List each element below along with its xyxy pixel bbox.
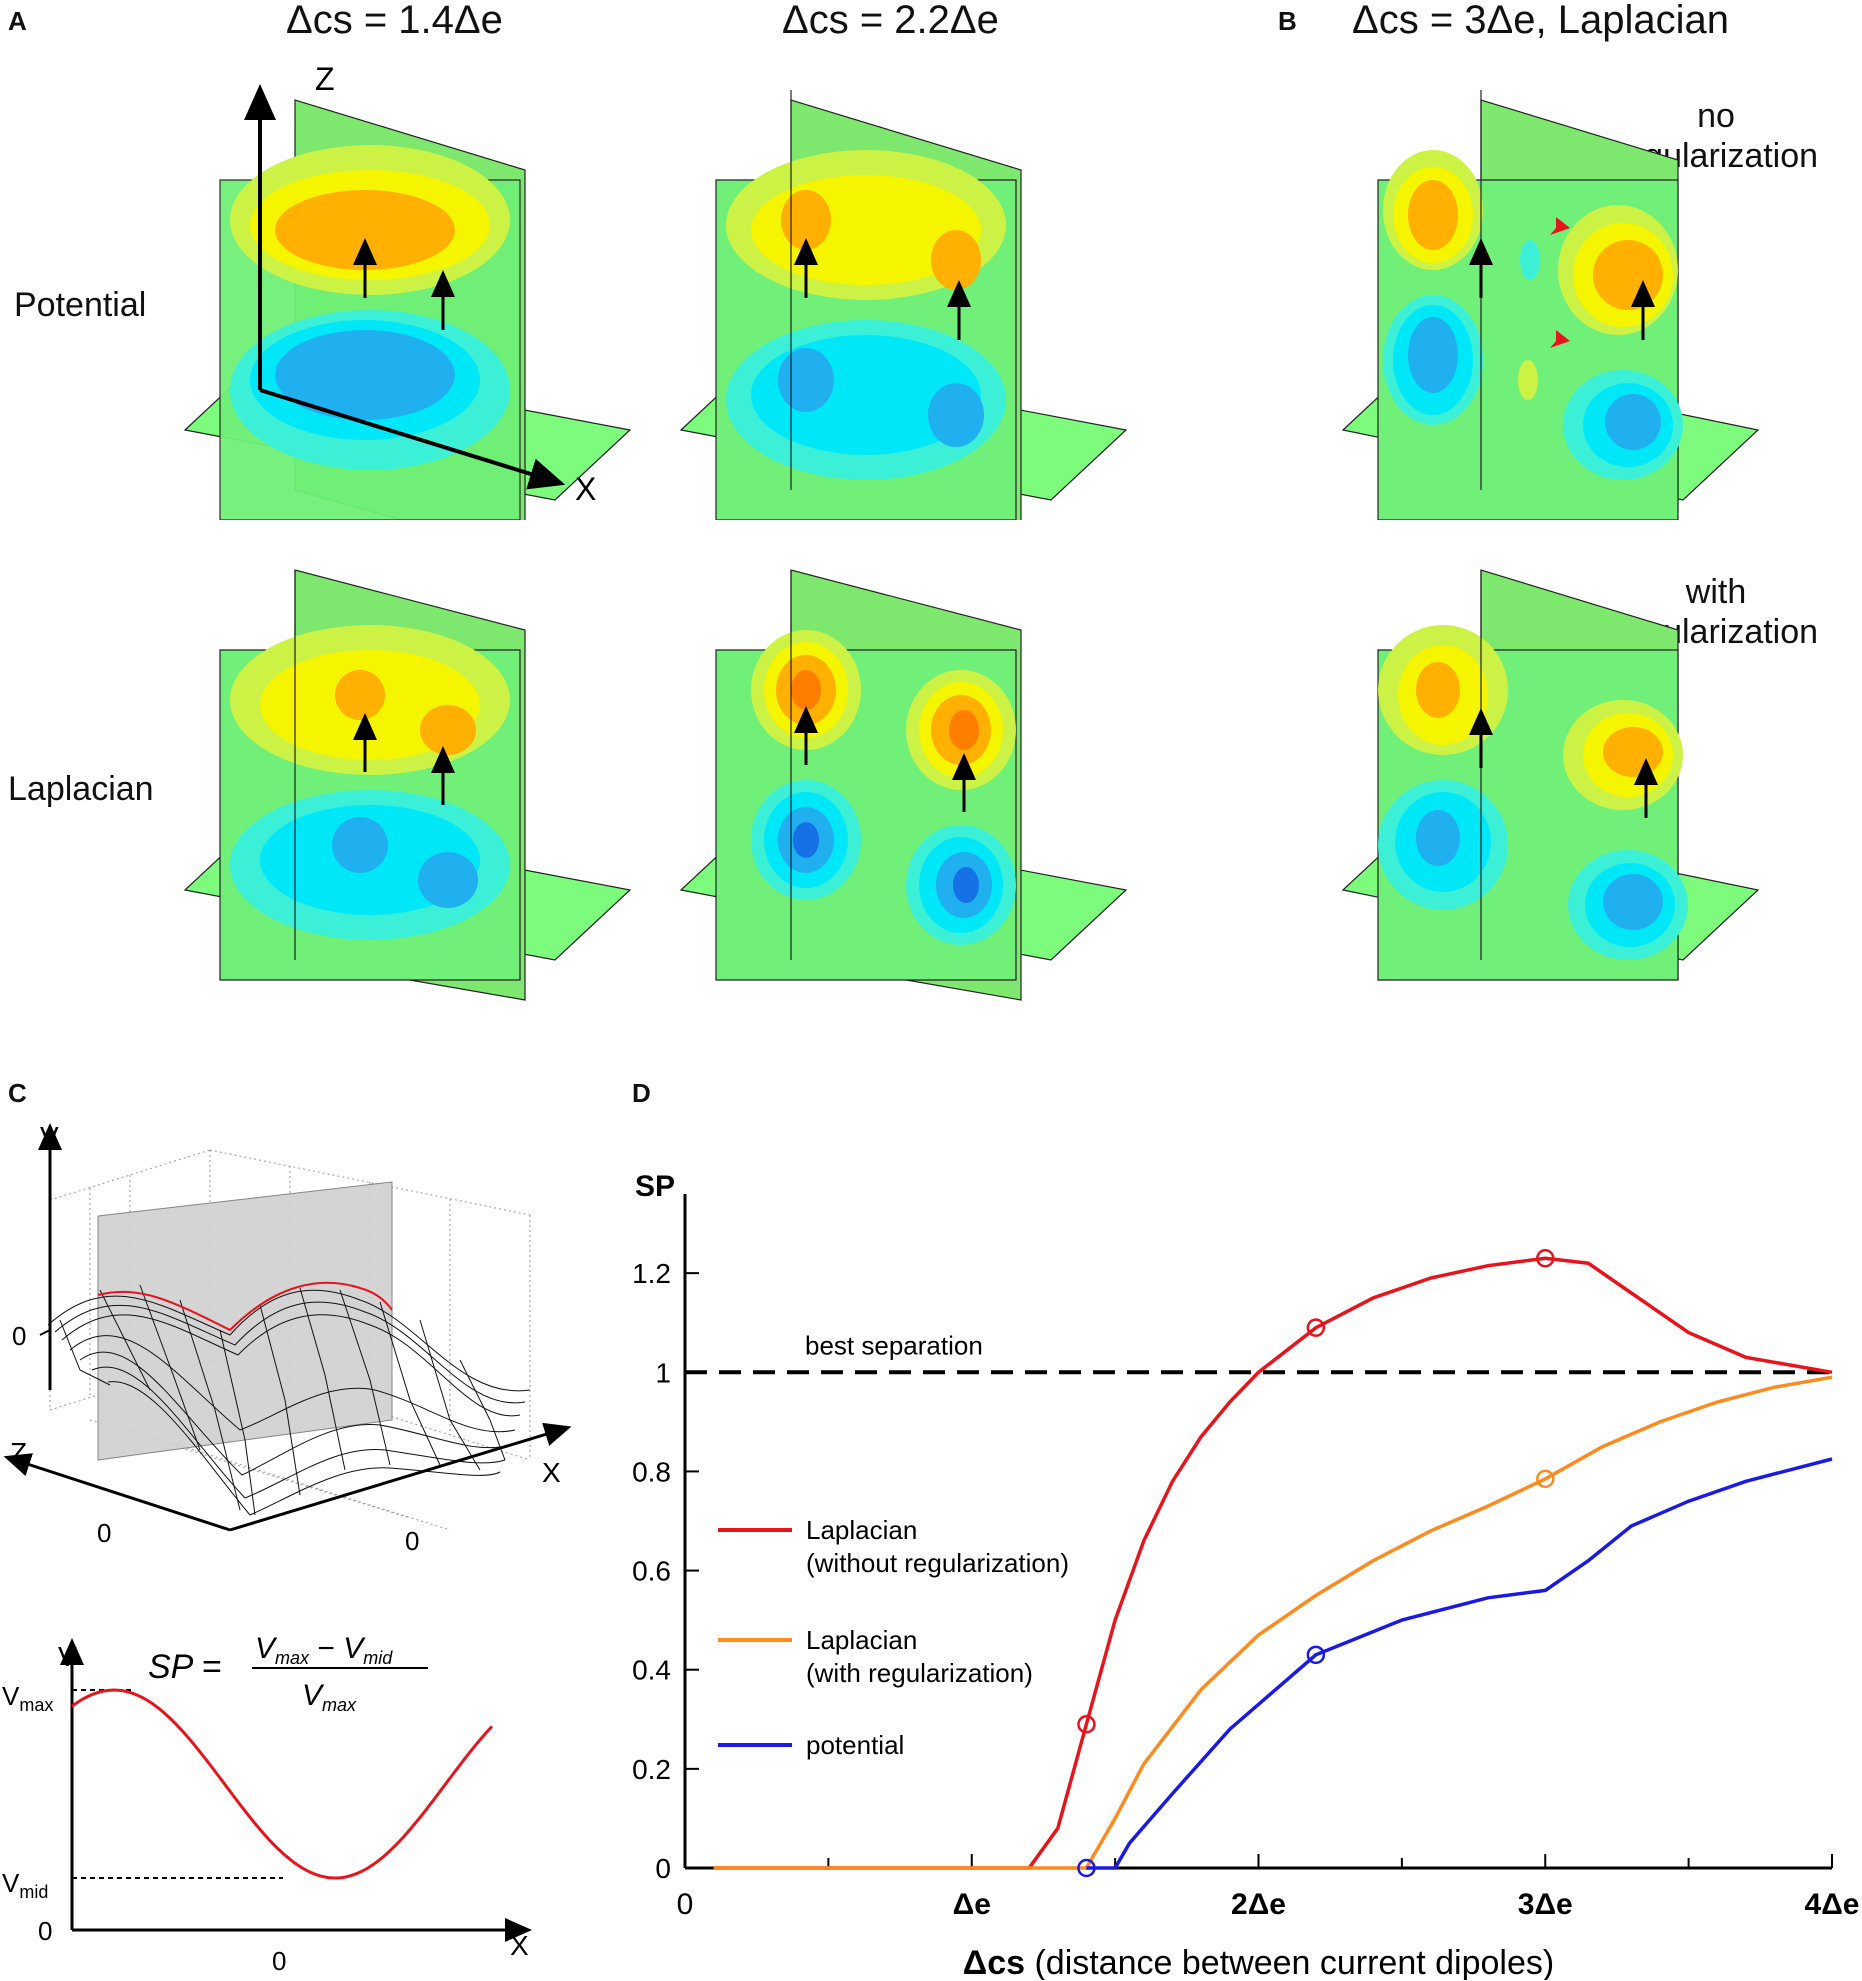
series-marker-1 (1536, 1469, 1555, 1489)
note-line-1: with (1685, 573, 1747, 611)
x-tick-label: Δe (953, 1888, 991, 1921)
x-axis-label: Δcs (distance between current dipoles) (963, 1944, 1554, 1980)
vmid-label: Vmid (2, 1868, 48, 1902)
mesh-zero-z: 0 (97, 1518, 111, 1548)
sp-formula: SP = Vmax − Vmid Vmax (148, 1632, 428, 1715)
wire-mesh (47, 1284, 531, 1516)
row-label-laplacian: Laplacian (8, 770, 154, 808)
y-tick-label: 0.6 (632, 1556, 671, 1587)
y-tick-label: 1 (655, 1357, 671, 1388)
series-marker-2 (1306, 1645, 1326, 1665)
panel-label-d: D (632, 1078, 651, 1108)
field-slice-laplacian-1-4 (183, 569, 632, 1001)
y-tick-label: 0.4 (632, 1655, 671, 1686)
field-slice-laplacian-2-2 (679, 569, 1128, 1001)
formula-denominator: Vmax (302, 1679, 357, 1715)
y-tick-label: 1.2 (632, 1258, 671, 1289)
title-col1: Δcs = 1.4Δe (286, 0, 503, 42)
series-marker-0 (1306, 1318, 1326, 1337)
x-tick-label: 2Δe (1231, 1888, 1286, 1921)
series-marker-0 (1536, 1249, 1555, 1268)
series-line-0 (713, 1256, 1833, 1870)
series-line-1 (713, 1375, 1833, 1870)
title-col3: Δcs = 3Δe, Laplacian (1352, 0, 1729, 42)
formula-lhs: SP = (148, 1648, 221, 1686)
field-slice-laplacian-with-reg (1341, 569, 1760, 981)
x-tick-label: 0 (677, 1888, 694, 1921)
cut-profile-curve (97, 1281, 393, 1332)
x-tick-label: 3Δe (1518, 1888, 1573, 1921)
row-label-potential: Potential (14, 286, 147, 324)
field-slice-potential-2-2 (679, 90, 1128, 520)
sp-line-chart: SP 0 0.2 0.4 0.6 0.8 1 1.2 0 Δe 2Δe 3Δe 4Δe Δcs (dist… (632, 1170, 1860, 1980)
mesh-zero-v: 0 (12, 1321, 26, 1351)
legend-label-2: potential (806, 1730, 904, 1760)
series-marker-0 (1077, 1714, 1096, 1734)
vmax-label: Vmax (2, 1681, 53, 1715)
series-marker-2 (1077, 1858, 1096, 1878)
cutting-plane (97, 1181, 393, 1461)
mesh-zero-x: 0 (405, 1526, 419, 1556)
panel-label-c: C (8, 1078, 27, 1108)
y-tick-label: 0 (655, 1853, 671, 1884)
profile-plot: V X 0 0 Vmax Vmid SP = Vmax − Vmid Vmax (2, 1632, 532, 1976)
profile-zero-x: 0 (272, 1946, 286, 1976)
axis-z-label: Z (315, 61, 335, 97)
profile-axis-x: X (510, 1930, 529, 1961)
legend-label-1: Laplacian (806, 1625, 917, 1655)
field-slice-laplacian-no-reg (1341, 90, 1760, 520)
best-separation-label: best separation (805, 1330, 983, 1360)
panel-label-b: B (1278, 6, 1297, 36)
profile-curve (71, 1688, 494, 1880)
panel-label-a: A (8, 6, 27, 36)
axis-x-label: X (575, 471, 596, 507)
legend-sublabel-1: (with regularization) (806, 1658, 1033, 1688)
profile-zero-v: 0 (38, 1916, 52, 1946)
title-col2: Δcs = 2.2Δe (782, 0, 999, 42)
y-tick-label: 0.2 (632, 1754, 671, 1785)
y-axis-label: SP (635, 1170, 675, 1203)
legend-label-0: Laplacian (806, 1515, 917, 1545)
field-slice-potential-1-4: Z X (183, 61, 632, 520)
formula-numerator: Vmax − Vmid (255, 1632, 393, 1668)
x-tick-label: 4Δe (1805, 1888, 1860, 1921)
mesh-axis-v: V (40, 1121, 59, 1152)
y-tick-label: 0.8 (632, 1456, 671, 1487)
note-line-1: no (1697, 97, 1735, 135)
profile-axis-v: V (58, 1641, 77, 1672)
mesh-axis-z: Z (10, 1437, 27, 1468)
legend-sublabel-0: (without regularization) (806, 1548, 1069, 1578)
mesh-axis-x: X (542, 1457, 561, 1488)
mesh-surface-plot: V 0 Z 0 0 X (3, 1121, 572, 1556)
series-line-2 (1086, 1457, 1833, 1870)
